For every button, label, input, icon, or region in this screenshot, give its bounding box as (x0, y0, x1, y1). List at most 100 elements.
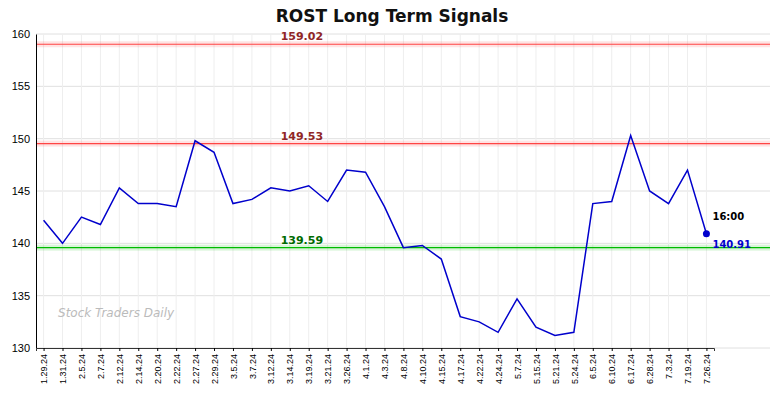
grid-line (195, 34, 196, 348)
tick-mark (176, 348, 177, 351)
tick-mark (403, 348, 404, 351)
tick-mark (687, 348, 688, 351)
tick-mark (100, 348, 101, 351)
grid-line (327, 34, 328, 348)
tick: 2.14.24 (134, 348, 144, 384)
tick: 4.24.24 (494, 348, 504, 384)
tick-mark (669, 348, 670, 351)
tick: 2.5.24 (77, 348, 87, 379)
tick-mark (650, 348, 651, 351)
tick-label: 1.31.24 (58, 354, 68, 384)
tick: 6.5.24 (588, 348, 598, 379)
x-axis: 1.29.241.31.242.5.242.7.242.12.242.14.24… (37, 348, 715, 384)
tick-mark (252, 348, 253, 351)
tick: 1.31.24 (58, 348, 68, 384)
grid-line (270, 34, 271, 348)
reference-line (36, 44, 770, 45)
tick-label: 130 (12, 342, 30, 354)
tick-label: 4.10.24 (418, 354, 428, 384)
tick: 7.3.24 (664, 348, 674, 379)
grid-line (138, 34, 139, 348)
grid-line (62, 34, 63, 348)
tick: 2.27.24 (191, 348, 201, 384)
grid-line (535, 34, 536, 348)
tick: 4.17.24 (456, 348, 466, 384)
tick-mark (138, 348, 139, 351)
tick: 4.3.24 (380, 348, 390, 379)
tick: 4.8.24 (399, 348, 409, 379)
grid-line (251, 34, 252, 348)
tick: 3.19.24 (304, 348, 314, 384)
grid-line (81, 34, 82, 348)
tick-label: 3.7.24 (248, 354, 258, 379)
tick-label: 7.3.24 (664, 354, 674, 379)
tick-mark (517, 348, 518, 351)
axis-line (37, 349, 715, 352)
tick-mark (555, 348, 556, 351)
tick-label: 4.24.24 (494, 354, 504, 384)
tick-mark (214, 348, 215, 351)
tick-label: 6.10.24 (607, 354, 617, 384)
marks (36, 41, 770, 335)
reference-line (36, 143, 770, 144)
tick: 7.19.24 (683, 348, 693, 384)
tick-label: 7.19.24 (683, 354, 693, 384)
chart-svg: ROST Long Term SignalsStock Traders Dail… (0, 0, 784, 398)
tick-label: 2.27.24 (191, 354, 201, 384)
tick: 2.20.24 (153, 348, 163, 384)
tick: 4.22.24 (475, 348, 485, 384)
tick: 6.28.24 (645, 348, 655, 384)
tick: 2.29.24 (210, 348, 220, 384)
grid-line (100, 34, 101, 348)
grid-line (592, 34, 593, 348)
tick-label: 6.5.24 (588, 354, 598, 379)
tick-label: 150 (12, 133, 30, 145)
tick-label: 145 (12, 185, 30, 197)
tick-mark (593, 348, 594, 351)
tick-mark (63, 348, 64, 351)
y-axis: 130135140145150155160 (12, 28, 37, 354)
tick: 130 (12, 342, 36, 354)
grid-line (43, 34, 44, 348)
tick: 4.15.24 (437, 348, 447, 384)
grid-line (498, 34, 499, 348)
grid-line (346, 34, 347, 348)
tick-mark (328, 348, 329, 351)
tick-mark (157, 348, 158, 351)
tick-label: 2.29.24 (210, 354, 220, 384)
tick: 3.5.24 (229, 348, 239, 379)
tick: 6.17.24 (626, 348, 636, 384)
tick-label: 6.28.24 (645, 354, 655, 384)
grid-line (479, 34, 480, 348)
grid-line (157, 34, 158, 348)
tick: 3.14.24 (285, 348, 295, 384)
tick-mark (631, 348, 632, 351)
tick-label: 4.1.24 (361, 354, 371, 379)
grid-line (422, 34, 423, 348)
tick-label: 4.17.24 (456, 354, 466, 384)
tick-label: 7.26.24 (702, 354, 712, 384)
tick-mark (309, 348, 310, 351)
tick: 3.26.24 (342, 348, 352, 384)
last-point (703, 230, 710, 237)
grid-line (460, 34, 461, 348)
tick: 160 (12, 28, 36, 40)
tick-label: 3.26.24 (342, 354, 352, 384)
tick-label: 2.12.24 (115, 354, 125, 384)
tick-mark (441, 348, 442, 351)
grid-line (573, 34, 574, 348)
tick-label: 3.12.24 (266, 354, 276, 384)
grid-line (611, 34, 612, 348)
tick-label: 5.24.24 (570, 354, 580, 384)
reference-band (36, 41, 770, 47)
tick-mark (366, 348, 367, 351)
tick-mark (119, 348, 120, 351)
tick-mark (347, 348, 348, 351)
tick-label: 5.21.24 (551, 354, 561, 384)
tick: 5.24.24 (570, 348, 580, 384)
grid-line (214, 34, 215, 348)
tick: 155 (12, 80, 36, 92)
grid-line (706, 34, 707, 348)
tick: 5.21.24 (551, 348, 561, 384)
tick-label: 140 (12, 237, 30, 249)
